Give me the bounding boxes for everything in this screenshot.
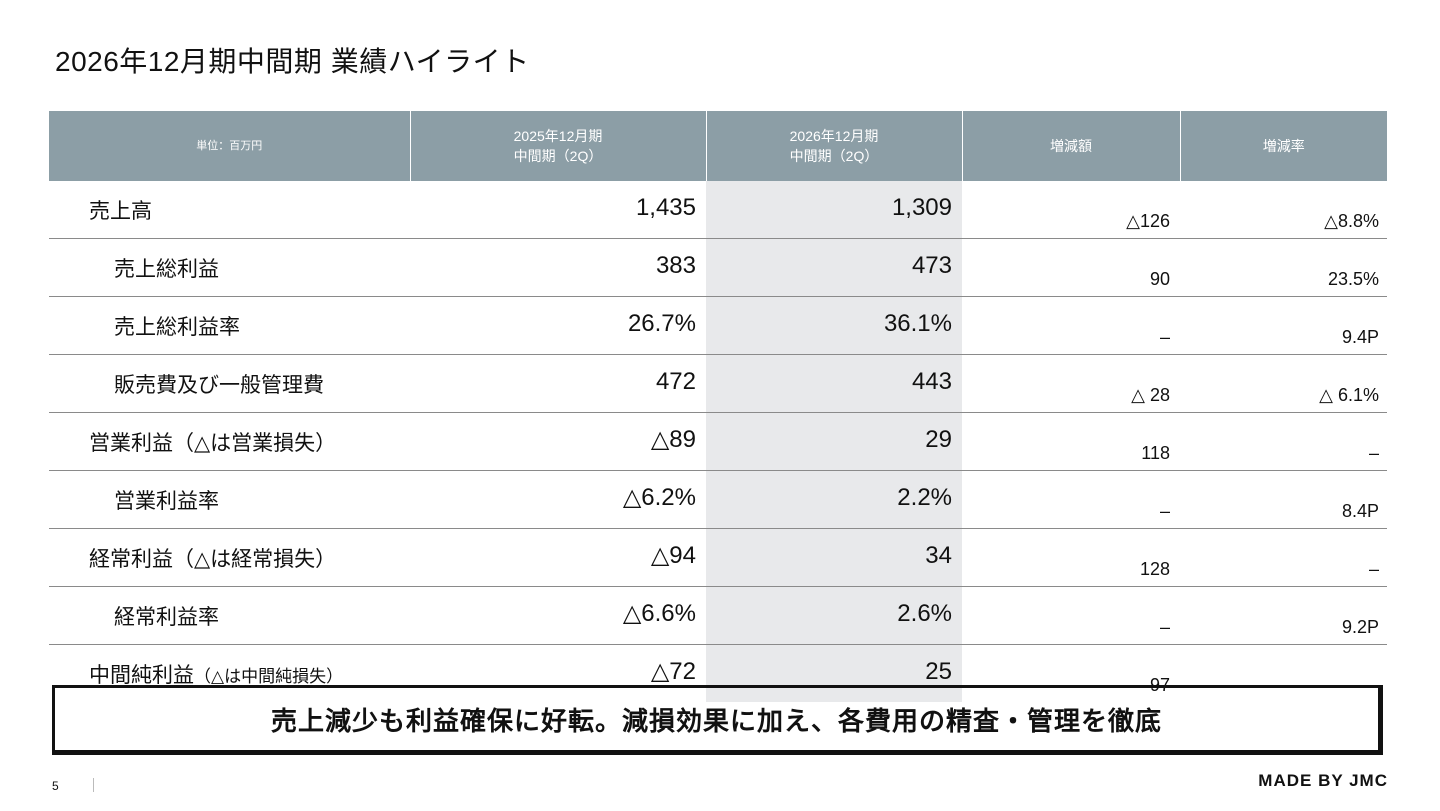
prev-period-header: 2025年12月期 中間期（2Q） [410,111,707,181]
curr-value: 25 [706,644,962,702]
table-row: 売上高 1,435 1,309 △126 △8.8% [49,181,1387,239]
row-label-note: （△は中間純損失） [194,666,344,686]
table-row: 営業利益（△は営業損失） △89 29 118 – [49,412,1387,471]
curr-value: 34 [706,528,962,587]
page-title: 2026年12月期中間期 業績ハイライト [55,46,530,77]
summary-text: 売上減少も利益確保に好転。減損効果に加え、各費用の精査・管理を徹底 [270,705,1162,736]
change-amount: – [962,296,1180,355]
change-rate: – [1180,412,1387,471]
change-amount: – [962,586,1180,645]
prev-value: △94 [410,528,706,587]
curr-value: 443 [706,354,962,413]
row-label: 営業利益（△は営業損失） [49,412,410,471]
prev-value: △89 [410,412,706,471]
row-label: 売上高 [49,181,410,239]
change-rate: △ 6.1% [1180,354,1387,413]
curr-value: 1,309 [706,181,962,239]
table-row: 営業利益率 △6.2% 2.2% – 8.4P [49,470,1387,529]
curr-period-header-line1: 2026年12月期 [789,128,879,144]
change-rate: △8.8% [1180,181,1387,239]
change-rate: – [1180,528,1387,587]
row-label: 売上総利益率 [49,296,410,355]
change-rate: 23.5% [1180,238,1387,297]
curr-value: 36.1% [706,296,962,355]
change-rate-header: 増減率 [1180,111,1387,181]
row-label-main: 中間純利益 [89,663,194,687]
footer-divider [93,778,94,792]
prev-value: 26.7% [410,296,706,355]
curr-value: 29 [706,412,962,471]
page-number: 5 [52,779,59,793]
curr-period-header-line2: 中間期（2Q） [789,148,879,164]
row-label: 経常利益率 [49,586,410,645]
change-amount: 128 [962,528,1180,587]
change-amount-header: 増減額 [962,111,1181,181]
curr-value: 473 [706,238,962,297]
table-header-row: 単位：百万円 2025年12月期 中間期（2Q） 2026年12月期 中間期（2… [49,111,1387,181]
prev-value: △6.2% [410,470,706,529]
change-amount: 118 [962,412,1180,471]
change-amount: △ 28 [962,354,1180,413]
prev-period-header-line1: 2025年12月期 [513,128,603,144]
table-row: 経常利益率 △6.6% 2.6% – 9.2P [49,586,1387,645]
prev-value: △72 [650,658,696,685]
change-amount: △126 [962,181,1180,239]
row-label: 営業利益率 [49,470,410,529]
row-label: 売上総利益 [49,238,410,297]
change-rate: 9.4P [1180,296,1387,355]
unit-header: 単位：百万円 [49,111,411,181]
prev-value: 383 [410,238,706,297]
row-label: 販売費及び一般管理費 [49,354,410,413]
row-label: 中間純利益（△は中間純損失） [49,645,410,703]
summary-box: 売上減少も利益確保に好転。減損効果に加え、各費用の精査・管理を徹底 [52,685,1383,755]
change-amount: – [962,470,1180,529]
table-row: 売上総利益 383 473 90 23.5% [49,238,1387,297]
row-label: 経常利益（△は経常損失） [49,528,410,587]
prev-period-header-line2: 中間期（2Q） [513,148,603,164]
change-rate: 8.4P [1180,470,1387,529]
change-rate: 9.2P [1180,586,1387,645]
prev-value: 1,435 [410,181,706,239]
table-row: 売上総利益率 26.7% 36.1% – 9.4P [49,296,1387,355]
curr-value: 2.6% [706,586,962,645]
table-row: 販売費及び一般管理費 472 443 △ 28 △ 6.1% [49,354,1387,413]
table-row: 経常利益（△は経常損失） △94 34 128 – [49,528,1387,587]
curr-period-header: 2026年12月期 中間期（2Q） [706,111,963,181]
curr-value: 2.2% [706,470,962,529]
prev-value: △6.6% [410,586,706,645]
change-amount: 90 [962,238,1180,297]
brand-logo: MADE BY JMC [1258,771,1388,790]
highlights-table: 単位：百万円 2025年12月期 中間期（2Q） 2026年12月期 中間期（2… [49,111,1387,702]
prev-value: 472 [410,354,706,413]
